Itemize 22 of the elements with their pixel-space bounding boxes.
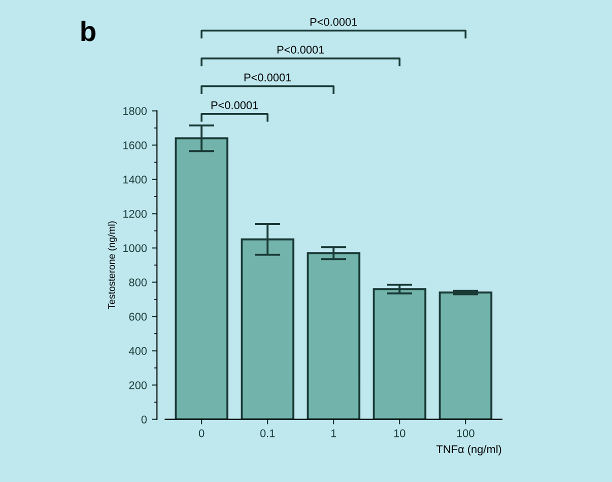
text: P<0.0001 [310, 18, 357, 26]
text: P<0.0001 [278, 46, 324, 54]
x-axis-title: TNFα (ng/ml) [436, 444, 502, 456]
y-tick-label: 600 [129, 312, 147, 321]
x-tick-label: 10 [394, 429, 406, 438]
y-tick-label: 1000 [123, 244, 147, 252]
text: P<0.0001 [244, 74, 291, 82]
y-tick-label: 1800 [123, 107, 147, 115]
y-tick-label: 0 [141, 416, 147, 424]
x-tick-label: 0 [198, 429, 204, 438]
x-tick-label: 0.1 [260, 429, 275, 438]
y-tick-label: 400 [128, 347, 147, 355]
x-tick-label: 1 [331, 429, 336, 438]
y-tick-label: 200 [129, 381, 147, 390]
chart-title: b [81, 20, 96, 42]
x-tick-label: 100 [457, 429, 474, 438]
text: P<0.0001 [212, 101, 258, 110]
y-tick-label: 1200 [123, 210, 147, 218]
y-tick-label: 1400 [123, 176, 147, 184]
y-tick-label: 1600 [123, 141, 147, 150]
y-tick-label: 800 [129, 278, 147, 286]
y-axis-title: Testosterone (ng/ml) [108, 221, 117, 310]
